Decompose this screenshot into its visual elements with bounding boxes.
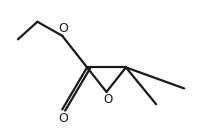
Text: O: O [58,112,68,125]
Text: O: O [58,22,68,35]
Text: O: O [103,93,112,106]
